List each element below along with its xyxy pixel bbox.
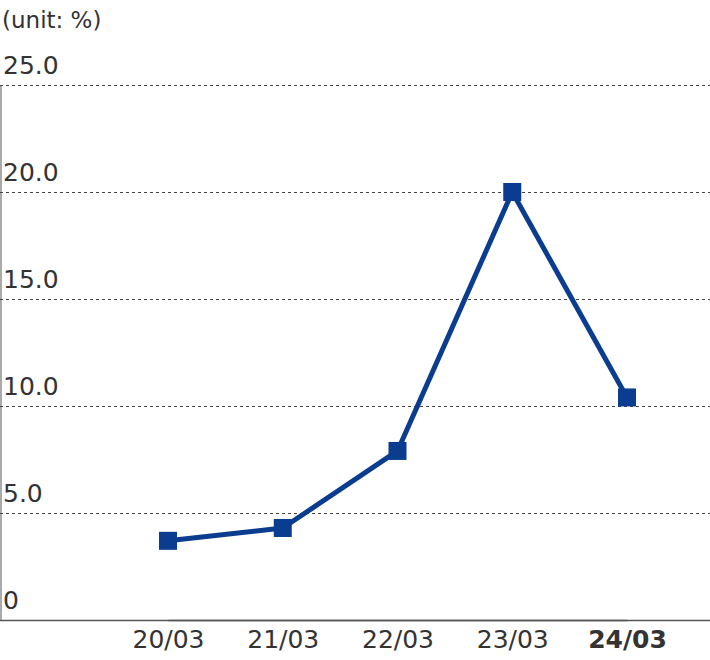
x-tick: 22/03: [362, 620, 434, 654]
x-axis: 20/03 21/03 22/03 23/03 24/03: [132, 620, 666, 654]
y-tick: 20.0: [0, 158, 710, 193]
y-tick: 15.0: [0, 265, 710, 300]
y-axis-line: [1, 86, 2, 621]
x-axis-line: [169, 620, 628, 622]
x-tick-label: 20/03: [132, 625, 204, 654]
grid-line: [0, 299, 710, 300]
x-tick-label: 24/03: [588, 625, 667, 654]
marker: [389, 442, 407, 460]
x-tick: 24/03: [588, 620, 667, 654]
axis-label: (unit: %): [2, 7, 101, 33]
line: [168, 192, 627, 541]
y-tick: 25.0: [0, 51, 710, 86]
chart: 0 5.0 10.0 15.0 20.0 25.0 20/03 21/03 22/03 23/03…: [0, 0, 710, 660]
plot-area: [159, 183, 636, 550]
y-tick-label: 20.0: [3, 158, 59, 187]
y-tick: 5.0: [0, 479, 710, 514]
y-axis: 0 5.0 10.0 15.0 20.0 25.0: [0, 51, 710, 621]
grid-line: [0, 406, 710, 407]
y-tick-label: 5.0: [3, 479, 43, 508]
grid-line: [0, 85, 710, 86]
x-tick: 21/03: [247, 620, 319, 654]
x-tick-label: 22/03: [362, 625, 434, 654]
marker: [618, 388, 636, 406]
x-tick: 23/03: [477, 620, 549, 654]
marker: [159, 532, 177, 550]
x-tick-label: 23/03: [477, 625, 549, 654]
x-tick: 20/03: [132, 620, 204, 654]
grid-line: [0, 513, 710, 514]
grid-line: [0, 192, 710, 193]
y-tick-label: 25.0: [3, 51, 59, 80]
grid-line: [0, 620, 710, 622]
y-tick: 0: [0, 586, 710, 621]
y-tick: 10.0: [0, 372, 710, 407]
y-tick-label: 0: [3, 586, 19, 615]
y-tick-label: 10.0: [3, 372, 59, 401]
marker: [503, 183, 521, 201]
marker: [274, 519, 292, 537]
y-tick-label: 15.0: [3, 265, 59, 294]
x-tick-label: 21/03: [247, 625, 319, 654]
